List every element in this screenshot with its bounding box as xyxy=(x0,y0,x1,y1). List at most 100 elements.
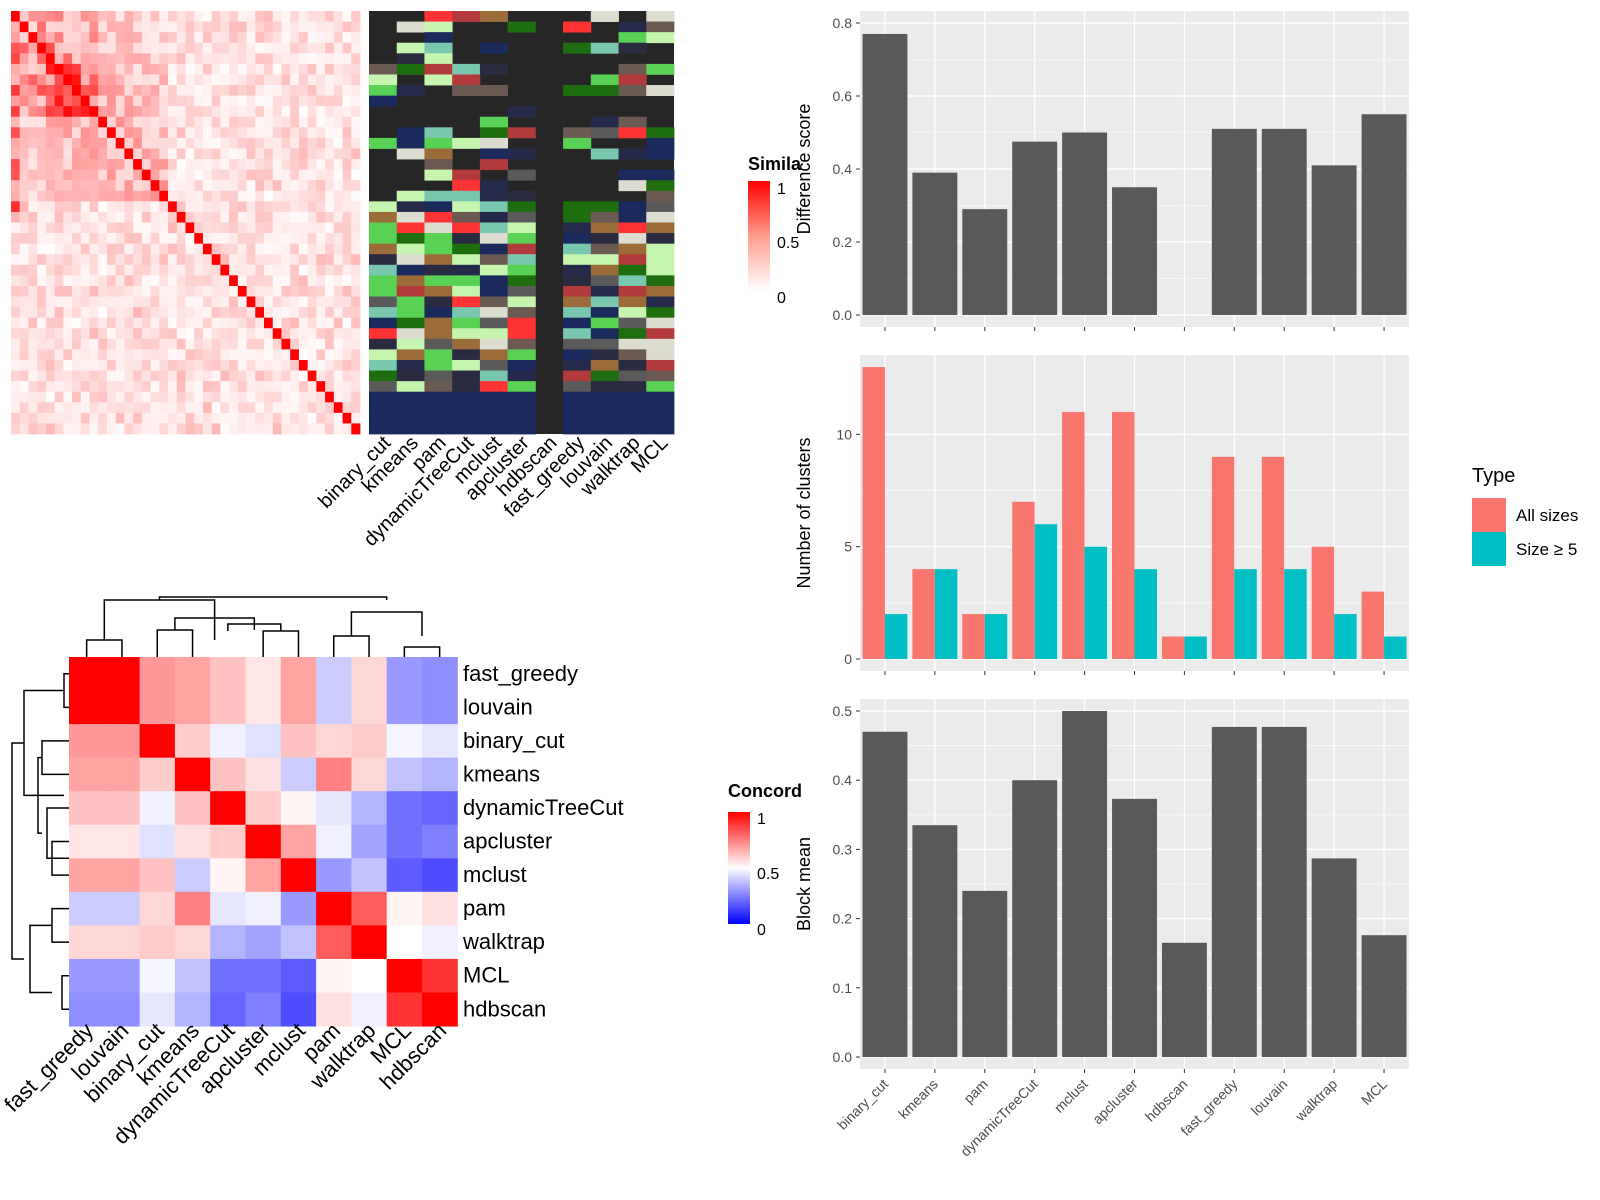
similarity-cell xyxy=(98,32,108,44)
bar xyxy=(1112,187,1157,315)
similarity-cell xyxy=(237,190,247,202)
similarity-cell xyxy=(19,53,29,65)
similarity-cell xyxy=(255,243,265,255)
similarity-cell xyxy=(272,180,282,192)
similarity-cell xyxy=(106,391,117,403)
similarity-cell xyxy=(124,391,134,403)
similarity-cell xyxy=(176,190,186,202)
concordance-cell xyxy=(139,791,176,826)
concordance-cell xyxy=(316,824,352,859)
similarity-cell xyxy=(281,412,291,424)
assignment-cell xyxy=(646,254,675,266)
similarity-cell xyxy=(150,74,160,86)
similarity-cell xyxy=(342,412,352,424)
similarity-cell xyxy=(45,42,56,54)
similarity-cell xyxy=(333,307,343,319)
y-tick-label: 0 xyxy=(844,651,852,667)
similarity-cell xyxy=(316,127,326,139)
similarity-cell xyxy=(211,53,221,65)
assignment-cell xyxy=(507,211,536,223)
similarity-cell xyxy=(298,254,309,266)
assignment-cell xyxy=(479,285,509,297)
assignment-cell xyxy=(396,222,425,234)
similarity-cell xyxy=(298,381,309,393)
assignment-cell xyxy=(396,285,425,297)
similarity-cell xyxy=(141,381,152,393)
similarity-cell xyxy=(246,137,256,149)
assignment-cell xyxy=(646,317,675,329)
similarity-cell xyxy=(307,243,317,255)
similarity-cell xyxy=(19,148,29,160)
similarity-cell xyxy=(307,222,317,234)
assignment-cell xyxy=(369,338,398,350)
similarity-cell xyxy=(80,85,90,96)
similarity-cell xyxy=(281,201,291,213)
similarity-cell xyxy=(264,201,274,213)
similarity-cell xyxy=(72,317,82,329)
similarity-cell xyxy=(63,85,73,96)
similarity-cell xyxy=(272,32,282,44)
similarity-cell xyxy=(98,137,108,149)
similarity-cell xyxy=(133,95,143,107)
similarity-cell xyxy=(194,222,204,234)
similarity-cell xyxy=(220,233,230,245)
similarity-cell xyxy=(272,116,282,128)
similarity-cell xyxy=(133,11,143,22)
similarity-cell xyxy=(141,21,152,33)
assignment-cell xyxy=(452,211,481,223)
similarity-cell xyxy=(281,328,291,340)
assignment-cell xyxy=(590,116,619,128)
assignment-cell xyxy=(507,370,536,382)
similarity-cell xyxy=(168,370,178,382)
assignment-cell xyxy=(563,275,592,287)
similarity-cell xyxy=(185,95,195,107)
assignment-cell xyxy=(646,264,675,276)
assignment-cell xyxy=(424,423,453,435)
similarity-cell xyxy=(54,201,64,213)
similarity-cell xyxy=(54,116,64,128)
similarity-cell xyxy=(255,42,265,54)
similarity-cell xyxy=(351,412,361,424)
assignment-cell xyxy=(507,402,536,414)
similarity-cell xyxy=(54,412,64,424)
similarity-cell xyxy=(264,349,274,361)
similarity-cell xyxy=(220,95,230,107)
similarity-cell xyxy=(124,63,134,75)
similarity-cell xyxy=(63,423,73,435)
similarity-cell xyxy=(229,222,239,234)
similarity-cell xyxy=(11,349,21,361)
similarity-cell xyxy=(229,74,239,86)
similarity-cell xyxy=(202,74,213,86)
similarity-cell xyxy=(272,391,282,403)
similarity-cell xyxy=(333,42,343,54)
similarity-cell xyxy=(342,317,352,329)
similarity-cell xyxy=(220,190,230,202)
similarity-cell xyxy=(141,370,152,382)
similarity-cell xyxy=(211,243,221,255)
similarity-cell xyxy=(264,53,274,65)
assignment-cell xyxy=(563,264,592,276)
concordance-cell xyxy=(280,757,317,792)
similarity-cell xyxy=(19,21,29,33)
assignment-cell xyxy=(563,412,592,424)
similarity-cell xyxy=(185,359,195,371)
concordance-cell xyxy=(280,925,317,960)
similarity-cell xyxy=(98,338,108,350)
similarity-cell xyxy=(237,159,247,171)
similarity-cell xyxy=(80,222,90,234)
similarity-cell xyxy=(211,63,221,75)
similarity-cell xyxy=(333,412,343,424)
similarity-cell xyxy=(220,169,230,181)
similarity-cell xyxy=(176,42,186,54)
similarity-cell xyxy=(237,381,247,393)
assignment-cell xyxy=(563,349,592,361)
similarity-cell xyxy=(89,243,99,255)
assignment-cell xyxy=(646,201,675,213)
concordance-cell xyxy=(104,824,141,859)
concordance-top-dendrogram-branch xyxy=(158,596,388,600)
similarity-cell xyxy=(333,402,343,414)
similarity-cell xyxy=(124,137,134,149)
similarity-cell xyxy=(176,106,186,118)
assignment-cell xyxy=(424,370,453,382)
similarity-cell xyxy=(264,169,274,181)
